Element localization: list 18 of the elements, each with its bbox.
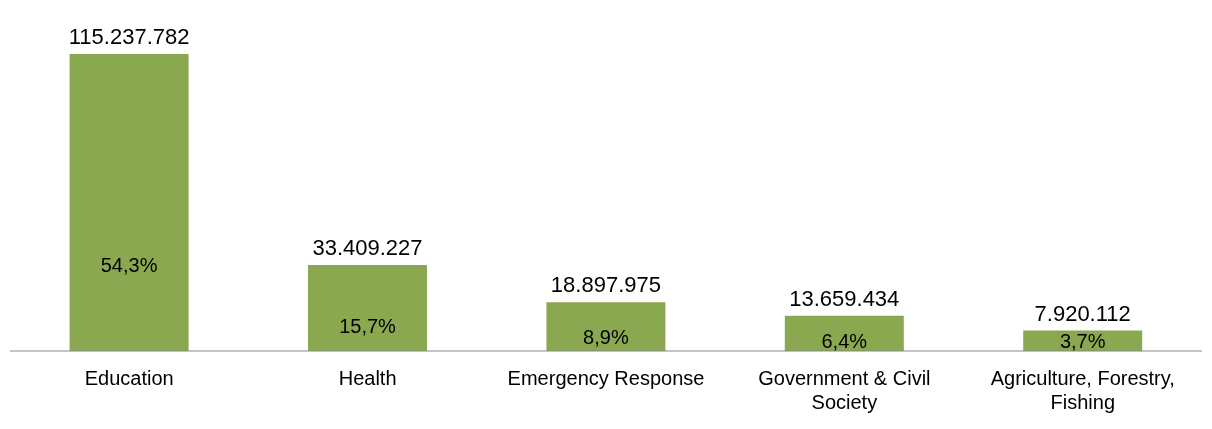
bar [546, 302, 666, 351]
data-label: 18.897.975 [550, 272, 661, 298]
x-tick-label: Education [84, 367, 174, 389]
bar [69, 54, 189, 351]
data-label: 33.409.227 [312, 234, 423, 260]
data-label: 7.920.112 [1034, 300, 1131, 326]
annotation: 6,4% [821, 329, 868, 352]
annotation: 15,7% [339, 315, 397, 338]
x-tick-label: Emergency Response [507, 367, 705, 389]
data-label: 13.659.434 [789, 285, 900, 311]
x-tick-label: Health [338, 367, 397, 389]
x-tick-label: Government & Civil Society [758, 367, 931, 413]
annotation: 54,3% [100, 253, 158, 276]
annotation: 3,7% [1059, 330, 1106, 352]
annotation: 8,9% [583, 325, 629, 348]
x-tick-label: Agriculture, Forestry, Fishing [990, 367, 1175, 413]
data-label: 115.237.782 [68, 24, 190, 49]
bar [308, 264, 427, 351]
